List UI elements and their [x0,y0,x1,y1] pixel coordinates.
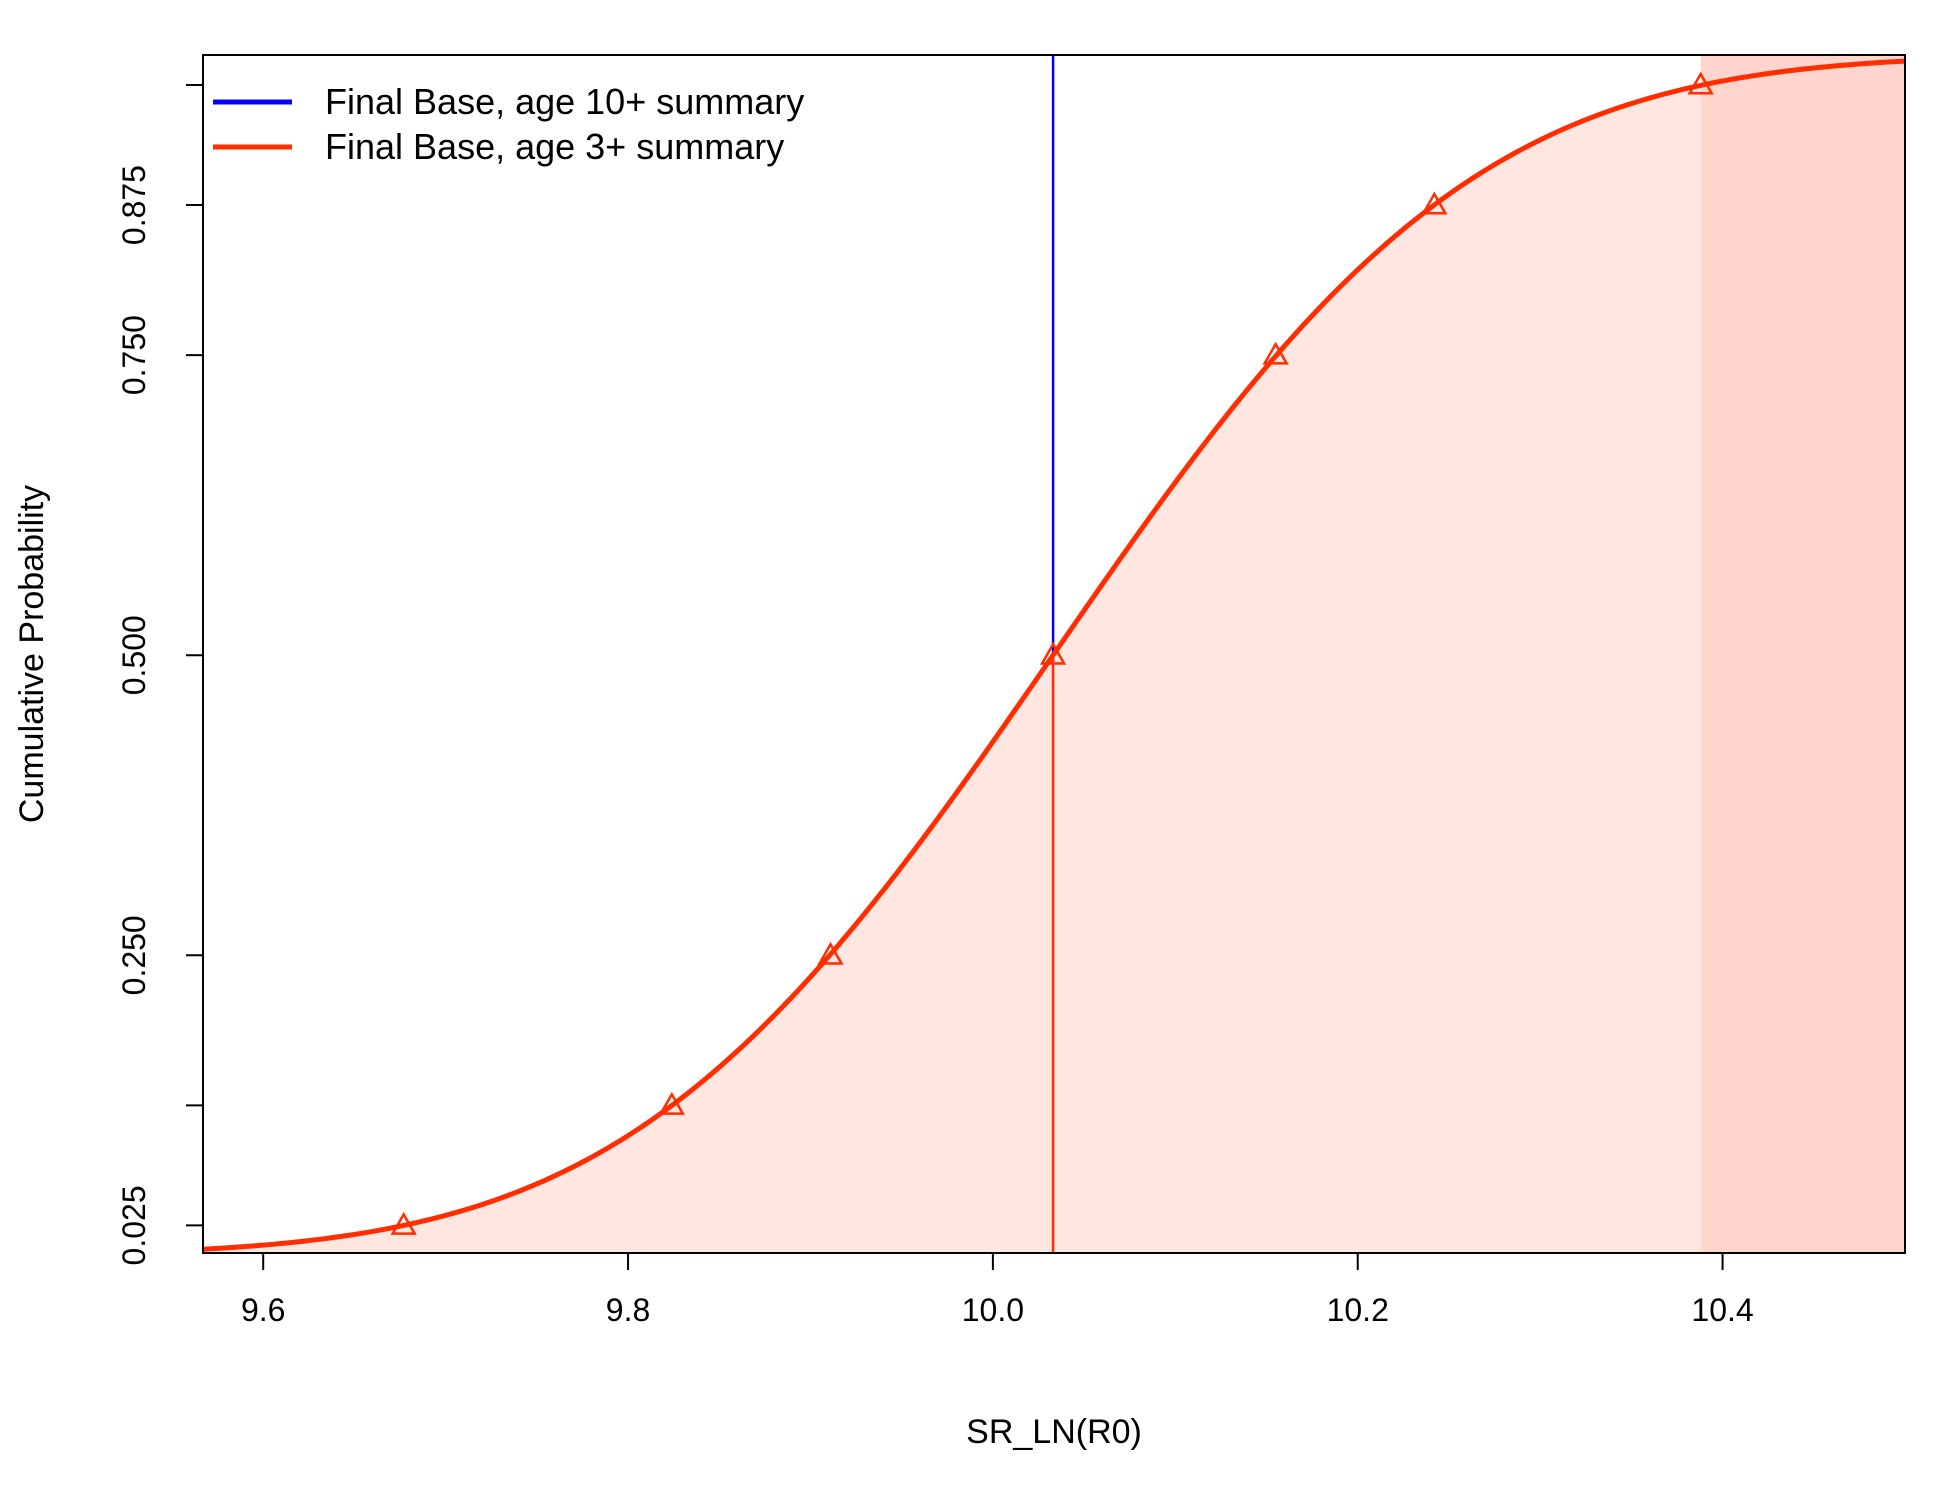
y-axis-title: Cumulative Probability [13,485,51,823]
quantile-marker-6 [1421,191,1448,215]
upper-tail-shading [1700,55,1905,1253]
y-tick-label-5: 0.750 [116,315,152,395]
y-tick-label-4: 0.500 [116,615,152,695]
x-tick-label-4: 10.2 [1327,1292,1389,1328]
legend-label-2: Final Base, age 3+ summary [325,126,784,167]
cdf-lines [202,55,1906,1253]
y-tick-label-1: 0.025 [116,1185,152,1265]
quantile-marker-2 [658,1091,685,1115]
x-tick-label-5: 10.4 [1691,1292,1753,1328]
y-tick-label-3: 0.250 [116,915,152,995]
x-axis: 9.6 9.8 10.0 10.2 10.4 [241,1253,1754,1328]
cdf-line [202,58,1906,1252]
y-axis: 0.025 0.250 0.500 0.750 0.875 [116,84,203,1265]
quantile-marker-3 [817,941,844,965]
y-tick-label-6: 0.875 [116,165,152,245]
x-tick-label-1: 9.6 [241,1292,285,1328]
x-tick-label-3: 10.0 [962,1292,1024,1328]
x-tick-label-2: 9.8 [606,1292,650,1328]
quantile-marker-1 [390,1211,417,1235]
quantile-marker-7 [1687,71,1714,95]
quantile-markers [390,71,1714,1235]
quantile-marker-4 [1039,641,1067,665]
quantile-marker-5 [1262,341,1289,365]
legend-label-1: Final Base, age 10+ summary [325,81,804,122]
plot-frame [202,54,1906,1254]
x-axis-title: SR_LN(R0) [966,1413,1142,1451]
